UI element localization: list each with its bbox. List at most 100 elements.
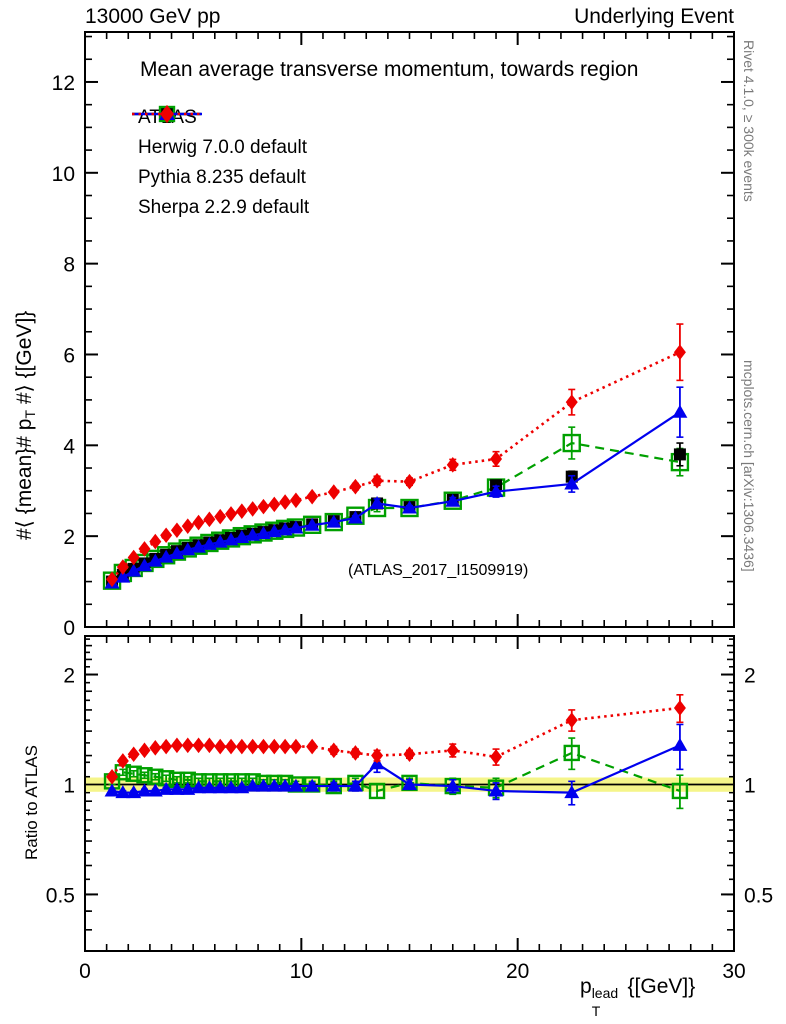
data-point-marker: [137, 558, 152, 572]
data-point-marker: [138, 541, 151, 557]
y-axis-label-ratio: Ratio to ATLAS: [22, 745, 41, 860]
header-right: Underlying Event: [574, 5, 734, 28]
data-point-marker: [201, 536, 217, 550]
data-point-marker: [402, 500, 417, 514]
y-tick-label: 0: [63, 617, 75, 640]
data-point-marker: [158, 549, 174, 563]
data-point-marker: [446, 742, 459, 759]
data-point-marker: [126, 563, 142, 577]
dataset-watermark: (ATLAS_2017_I1509919): [348, 562, 529, 579]
data-point-marker: [445, 778, 461, 792]
legend-item-pythia[interactable]: Pythia 8.235 default: [128, 105, 309, 193]
data-point-marker: [266, 524, 282, 538]
data-point-marker: [203, 511, 216, 528]
series-line: [111, 441, 681, 582]
data-point-marker: [138, 742, 151, 759]
data-point-marker: [268, 496, 281, 513]
data-point-marker: [289, 738, 302, 755]
data-point-marker: [115, 569, 131, 583]
data-point-marker: [234, 530, 250, 544]
data-point-marker: [443, 491, 462, 510]
data-point-marker: [234, 780, 250, 794]
data-point-marker: [147, 553, 163, 567]
data-point-marker: [673, 344, 686, 361]
y-tick-label: 8: [63, 254, 75, 277]
data-point-marker: [326, 514, 342, 528]
data-point-marker: [306, 738, 319, 755]
x-tick-label: 30: [722, 960, 745, 983]
data-point-marker: [106, 571, 119, 588]
data-point-marker: [369, 495, 385, 509]
data-point-marker: [149, 533, 162, 550]
series-pythia-main: [104, 386, 688, 589]
data-point-marker: [371, 747, 384, 764]
data-point-marker: [326, 778, 342, 792]
data-point-marker: [268, 738, 281, 755]
data-point-marker: [235, 738, 248, 755]
legend-label: Herwig 7.0.0 default: [138, 137, 307, 158]
data-point-marker: [304, 778, 320, 792]
data-point-marker: [160, 738, 173, 755]
data-point-marker: [158, 781, 174, 795]
data-point-marker: [488, 783, 504, 797]
data-point-marker: [346, 506, 365, 525]
data-point-marker: [256, 525, 271, 539]
data-point-marker: [181, 518, 194, 534]
ratio-y-tick-label-right: 0.5: [744, 884, 773, 907]
data-point-marker: [403, 746, 416, 763]
data-point-marker: [327, 742, 340, 759]
data-point-marker: [245, 527, 261, 541]
legend-item-herwig[interactable]: Herwig 7.0.0 default: [128, 105, 309, 163]
data-point-marker: [214, 508, 227, 525]
data-point-marker: [246, 501, 259, 517]
data-point-marker: [212, 780, 228, 794]
data-point-marker: [562, 433, 581, 453]
data-point-marker: [289, 492, 302, 509]
data-point-marker: [402, 777, 417, 791]
data-point-marker: [104, 783, 120, 797]
data-point-marker: [403, 473, 416, 490]
data-point-marker: [277, 522, 293, 536]
data-point-marker: [288, 520, 304, 534]
data-point-marker: [279, 738, 292, 755]
data-point-marker: [116, 559, 129, 575]
data-point-marker: [106, 768, 119, 785]
data-point-marker: [304, 517, 320, 531]
legend-item-sherpa[interactable]: Sherpa 2.2.9 default: [128, 104, 309, 223]
data-point-marker: [201, 780, 217, 794]
header-left: 13000 GeV pp: [85, 5, 221, 28]
ratio-y-tick-label: 2: [63, 665, 75, 688]
data-point-marker: [490, 451, 503, 467]
data-point-marker: [180, 781, 196, 795]
data-point-marker: [564, 785, 580, 799]
data-point-marker: [563, 744, 580, 762]
data-point-marker: [192, 514, 205, 531]
ratio-y-tick-label: 1: [63, 774, 75, 797]
data-point-marker: [349, 745, 362, 761]
data-point-marker: [671, 782, 689, 800]
data-point-marker: [257, 498, 270, 515]
data-point-marker: [191, 780, 207, 794]
data-point-marker: [147, 783, 163, 797]
series-sherpa-main: [106, 323, 686, 588]
data-point-marker: [565, 394, 578, 410]
data-point-marker: [349, 478, 362, 495]
data-point-marker: [266, 778, 282, 792]
data-point-marker: [169, 781, 185, 795]
data-point-marker: [368, 782, 386, 800]
data-point-marker: [225, 738, 238, 755]
y-axis-label-main: #⟨ {mean}# pT #⟩ {[GeV]}: [13, 310, 38, 540]
data-point-marker: [306, 488, 319, 505]
data-point-marker: [672, 404, 688, 418]
data-point-marker: [223, 780, 239, 794]
data-point-marker: [214, 738, 227, 755]
data-point-marker: [324, 512, 343, 532]
y-tick-label: 10: [52, 163, 75, 186]
ratio-y-tick-label: 0.5: [46, 884, 75, 907]
y-tick-label: 6: [63, 344, 75, 367]
data-point-marker: [126, 785, 142, 799]
data-point-marker: [160, 104, 174, 124]
data-point-marker: [327, 484, 340, 500]
data-point-marker: [203, 737, 216, 754]
